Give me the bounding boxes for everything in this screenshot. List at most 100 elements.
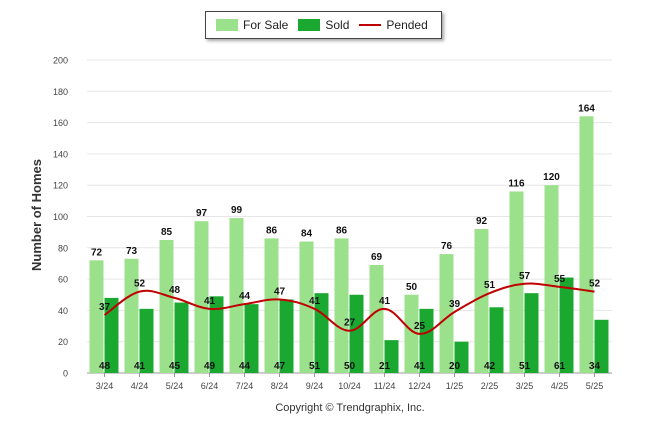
data-label-for-sale: 85 [161, 227, 173, 238]
data-label-sold: 20 [449, 361, 461, 372]
bar-sold [454, 341, 469, 373]
data-label-pended: 27 [344, 318, 356, 329]
data-label-sold: 48 [99, 361, 111, 372]
bar-sold [489, 307, 504, 373]
data-label-pended: 57 [519, 271, 531, 282]
x-tick-label: 2/25 [481, 381, 499, 391]
data-label-pended: 48 [169, 285, 181, 296]
data-label-sold: 34 [589, 361, 601, 372]
bar-sold [104, 297, 119, 373]
bar-for-sale [194, 221, 209, 373]
data-label-sold: 50 [344, 361, 356, 372]
y-tick-label: 0 [63, 369, 68, 379]
y-tick-label: 60 [58, 275, 68, 285]
x-tick-label: 1/25 [446, 381, 464, 391]
x-axis-ticks: 3/24 4/24 5/24 6/24 7/24 8/24 9/24 10/24 11/24 12… [96, 373, 603, 391]
data-label-sold: 51 [309, 361, 321, 372]
data-label-for-sale: 76 [441, 241, 453, 252]
bar-sold [384, 340, 399, 373]
x-tick-label: 12/24 [408, 381, 431, 391]
data-label-for-sale: 86 [336, 225, 348, 236]
data-label-pended: 55 [554, 274, 566, 285]
bar-sold [174, 302, 189, 373]
bar-for-sale [334, 238, 349, 373]
data-label-sold: 41 [134, 361, 146, 372]
bar-sold [524, 293, 539, 373]
data-label-sold: 49 [204, 361, 216, 372]
bars [89, 116, 609, 373]
data-labels: 72 48 73 41 85 45 97 49 99 44 86 47 84 51 86 50 69 21 50 41… [91, 103, 601, 372]
data-label-sold: 42 [484, 361, 496, 372]
data-label-sold: 51 [519, 361, 531, 372]
y-tick-label: 40 [58, 306, 68, 316]
x-tick-label: 8/24 [271, 381, 289, 391]
data-label-sold: 47 [274, 361, 286, 372]
data-label-sold: 44 [239, 361, 251, 372]
x-tick-label: 9/24 [306, 381, 324, 391]
x-tick-label: 10/24 [338, 381, 361, 391]
data-label-sold: 61 [554, 361, 566, 372]
legend-label-sold: Sold [325, 18, 350, 32]
x-tick-label: 3/25 [516, 381, 534, 391]
y-tick-label: 120 [53, 181, 68, 191]
y-tick-label: 20 [58, 337, 68, 347]
data-label-pended: 52 [134, 279, 146, 290]
data-label-for-sale: 84 [301, 229, 313, 240]
data-label-sold: 21 [379, 361, 391, 372]
y-tick-label: 160 [53, 118, 68, 128]
copyright-text: Copyright © Trendgraphix, Inc. [275, 402, 425, 414]
data-label-sold: 41 [414, 361, 426, 372]
data-label-for-sale: 72 [91, 247, 103, 258]
data-label-for-sale: 99 [231, 205, 243, 216]
bar-for-sale [404, 294, 419, 373]
bar-for-sale [124, 258, 139, 373]
bar-for-sale [439, 254, 454, 373]
bar-sold [419, 308, 434, 373]
bar-for-sale [369, 265, 384, 373]
pended-line-path [103, 282, 595, 335]
y-tick-label: 180 [53, 87, 68, 97]
data-label-pended: 51 [484, 280, 496, 291]
bar-sold [559, 277, 574, 373]
x-tick-label: 4/24 [131, 381, 149, 391]
bar-for-sale [264, 238, 279, 373]
legend-swatch-sold [298, 19, 321, 31]
data-label-for-sale: 69 [371, 252, 383, 263]
bar-for-sale [474, 229, 489, 373]
bar-for-sale [159, 239, 174, 373]
legend-label-for-sale: For Sale [243, 18, 289, 32]
data-label-pended: 41 [204, 296, 216, 307]
data-label-pended: 41 [309, 296, 321, 307]
legend-item-pended: Pended [359, 18, 428, 32]
bar-for-sale [509, 191, 524, 373]
data-label-for-sale: 50 [406, 282, 418, 293]
data-label-for-sale: 73 [126, 246, 138, 257]
bar-for-sale [229, 218, 244, 373]
legend-item-sold: Sold [298, 18, 349, 32]
data-label-for-sale: 164 [578, 103, 595, 114]
legend-item-for-sale: For Sale [216, 18, 288, 32]
data-label-pended: 47 [274, 286, 286, 297]
data-label-for-sale: 86 [266, 225, 278, 236]
data-label-pended: 25 [414, 321, 426, 332]
bar-for-sale [544, 185, 559, 373]
bar-for-sale [89, 260, 104, 373]
data-label-pended: 52 [589, 279, 601, 290]
y-axis-ticks: 0 20 40 60 80 100 120 140 160 180 200 [53, 56, 68, 379]
legend-label-pended: Pended [386, 18, 428, 32]
x-tick-label: 11/24 [374, 381, 396, 391]
legend-swatch-pended [359, 24, 382, 26]
data-label-for-sale: 92 [476, 216, 488, 227]
y-tick-label: 140 [53, 149, 68, 159]
data-label-pended: 41 [379, 296, 391, 307]
bar-sold [209, 296, 224, 373]
data-label-for-sale: 120 [543, 172, 560, 183]
bar-sold [349, 294, 364, 373]
legend: For Sale Sold Pended [205, 11, 442, 39]
bar-for-sale [579, 116, 594, 373]
x-tick-label: 7/24 [236, 381, 254, 391]
data-label-pended: 39 [449, 299, 461, 310]
bar-sold [244, 304, 259, 373]
x-tick-label: 5/24 [166, 381, 184, 391]
